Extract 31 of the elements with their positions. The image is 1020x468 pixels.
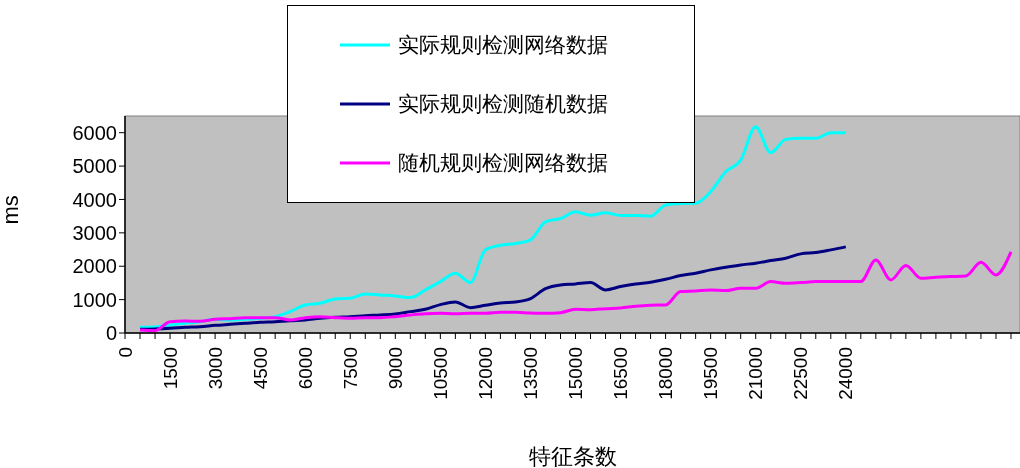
x-tick-label: 6000: [294, 347, 316, 390]
x-tick-label: 15000: [565, 347, 587, 400]
x-tick-label: 3000: [204, 347, 226, 390]
x-tick-label: 0: [114, 347, 136, 358]
x-tick-label: 22500: [790, 347, 812, 400]
x-tick-label: 16500: [610, 347, 632, 400]
x-tick-label: 18000: [655, 347, 677, 400]
x-tick-label: 24000: [835, 347, 857, 400]
y-axis-title: ms: [0, 195, 23, 225]
x-tick-label: 21000: [745, 347, 767, 400]
x-tick-label: 7500: [339, 347, 361, 390]
y-tick-label: 0: [105, 322, 117, 345]
legend-label: 随机规则检测网络数据: [398, 149, 608, 176]
x-tick-label: 4500: [249, 347, 271, 390]
x-axis-title: 特征条数: [528, 444, 617, 468]
line-series: [138, 250, 1013, 333]
y-tick-label: 5000: [72, 155, 117, 178]
line-series: [138, 245, 848, 331]
x-tick-label: 19500: [700, 347, 722, 400]
y-tick-label: 3000: [72, 221, 117, 244]
y-tick-label: 4000: [72, 188, 117, 211]
legend-label: 实际规则检测网络数据: [398, 32, 608, 59]
x-tick-label: 12000: [475, 347, 497, 400]
x-tick-label: 13500: [520, 347, 542, 400]
y-tick-label: 6000: [72, 121, 117, 144]
x-tick-label: 10500: [430, 347, 451, 400]
x-tick-label: 9000: [384, 347, 406, 390]
y-tick-label: 1000: [72, 288, 117, 311]
x-tick-label: 1500: [159, 347, 181, 390]
legend-label: 实际规则检测随机数据: [398, 91, 608, 117]
y-tick-label: 2000: [72, 255, 117, 278]
